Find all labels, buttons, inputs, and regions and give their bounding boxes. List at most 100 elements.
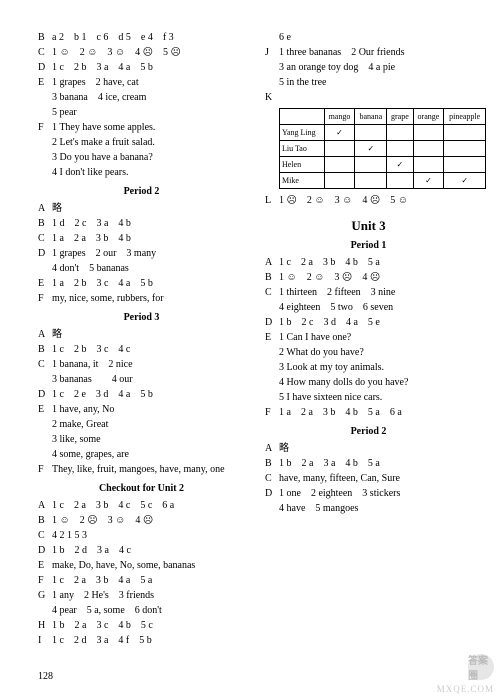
answer-content: 1 d 2 c 3 a 4 b [52, 216, 245, 231]
answer-line: F1 a 2 a 3 b 4 b 5 a 6 a [265, 405, 472, 420]
answer-line: E1 Can I have one? [265, 330, 472, 345]
answer-content: 1 one 2 eighteen 3 stickers [279, 486, 472, 501]
answer-content: 1 have, any, No [52, 402, 245, 417]
table-header: mango [324, 109, 355, 125]
answer-label: B [265, 270, 279, 285]
answer-line-continuation: 4 don't 5 bananas [38, 261, 245, 276]
answer-line: Ba 2 b 1 c 6 d 5 e 4 f 3 [38, 30, 245, 45]
answer-line-continuation: 4 pear 5 a, some 6 don't [38, 603, 245, 618]
answer-label: C [38, 357, 52, 372]
answer-label: B [38, 513, 52, 528]
answer-label: E [38, 75, 52, 90]
answer-content: 1 a 2 a 3 b 4 b 5 a 6 a [279, 405, 472, 420]
answer-content: a 2 b 1 c 6 d 5 e 4 f 3 [52, 30, 245, 45]
table-header: orange [413, 109, 444, 125]
answer-content: 1 b 2 d 3 a 4 c [52, 543, 245, 558]
answer-table: mangobananagrapeorangepineappleYang Ling… [279, 108, 486, 189]
page-content: Ba 2 b 1 c 6 d 5 e 4 f 3C1 ☺ 2 ☺ 3 ☺ 4 ☹… [0, 0, 500, 665]
answer-line: G1 any 2 He's 3 friends [38, 588, 245, 603]
answer-label: F [38, 291, 52, 306]
answer-line: FThey, like, fruit, mangoes, have, many,… [38, 462, 245, 477]
answer-label: E [38, 558, 52, 573]
answer-label: E [38, 402, 52, 417]
answer-line: C1 ☺ 2 ☺ 3 ☺ 4 ☹ 5 ☹ [38, 45, 245, 60]
answer-label: B [265, 456, 279, 471]
table-header: banana [355, 109, 387, 125]
answer-label: C [265, 285, 279, 300]
answer-content: my, nice, some, rubbers, for [52, 291, 245, 306]
answer-content: 1 ☺ 2 ☺ 3 ☹ 4 ☹ [279, 270, 472, 285]
answer-label: D [38, 543, 52, 558]
table-cell [324, 157, 355, 173]
section-heading: Period 1 [265, 240, 472, 251]
answer-line-continuation: 5 pear [38, 105, 245, 120]
answer-label: A [38, 201, 52, 216]
answer-line-continuation: 3 banana 4 ice, cream [38, 90, 245, 105]
answer-content: 1 ☺ 2 ☹ 3 ☺ 4 ☹ [52, 513, 245, 528]
answer-line: E1 have, any, No [38, 402, 245, 417]
section-heading: Period 2 [265, 426, 472, 437]
answer-content: 1 c 2 a 3 b 4 a 5 a [52, 573, 245, 588]
answer-label: D [38, 60, 52, 75]
answer-label: H [38, 618, 52, 633]
answer-line: E1 grapes 2 have, cat [38, 75, 245, 90]
answer-label: A [265, 441, 279, 456]
answer-content: 1 c 2 a 3 b 4 c 5 c 6 a [52, 498, 245, 513]
table-row-label: Helen [280, 157, 325, 173]
page-number: 128 [38, 671, 53, 682]
answer-content: 1 grapes 2 our 3 many [52, 246, 245, 261]
table-cell [413, 125, 444, 141]
answer-content: 1 ☺ 2 ☺ 3 ☺ 4 ☹ 5 ☹ [52, 45, 245, 60]
answer-label: B [38, 216, 52, 231]
answer-line-continuation: 5 in the tree [265, 75, 472, 90]
answer-line-continuation: 4 some, grapes, are [38, 447, 245, 462]
answer-line-continuation: 4 I don't like pears. [38, 165, 245, 180]
answer-line-continuation: 3 Look at my toy animals. [265, 360, 472, 375]
answer-line-continuation: 4 eighteen 5 two 6 seven [265, 300, 472, 315]
answer-content: 4 2 1 5 3 [52, 528, 245, 543]
answer-content: 1 banana, it 2 nice [52, 357, 245, 372]
answer-content: 1 a 2 a 3 b 4 b [52, 231, 245, 246]
answer-label: F [38, 573, 52, 588]
answer-line: F1 c 2 a 3 b 4 a 5 a [38, 573, 245, 588]
answer-line: C4 2 1 5 3 [38, 528, 245, 543]
table-row-label: Mike [280, 173, 325, 189]
section-heading: Checkout for Unit 2 [38, 483, 245, 494]
answer-label: C [265, 471, 279, 486]
watermark-text: MXQE.COM [437, 684, 494, 694]
answer-line-continuation: 3 Do you have a banana? [38, 150, 245, 165]
answer-label: D [38, 246, 52, 261]
answer-content: 略 [52, 201, 245, 216]
answer-label: C [38, 528, 52, 543]
answer-line: B1 b 2 a 3 a 4 b 5 a [265, 456, 472, 471]
watermark-circle: 答案圈 [468, 654, 494, 680]
table-cell [324, 173, 355, 189]
answer-line: D1 b 2 d 3 a 4 c [38, 543, 245, 558]
answer-line: C1 banana, it 2 nice [38, 357, 245, 372]
table-cell [444, 157, 486, 173]
answer-content: 1 b 2 a 3 a 4 b 5 a [279, 456, 472, 471]
answer-line: D1 b 2 c 3 d 4 a 5 e [265, 315, 472, 330]
table-row-label: Yang Ling [280, 125, 325, 141]
answer-line-continuation: 2 make, Great [38, 417, 245, 432]
answer-content: 1 They have some apples. [52, 120, 245, 135]
answer-line: H1 b 2 a 3 c 4 b 5 c [38, 618, 245, 633]
answer-line: D1 c 2 e 3 d 4 a 5 b [38, 387, 245, 402]
table-cell: ✓ [444, 173, 486, 189]
answer-content: 1 thirteen 2 fifteen 3 nine [279, 285, 472, 300]
answer-line: B1 ☺ 2 ☺ 3 ☹ 4 ☹ [265, 270, 472, 285]
table-cell [355, 125, 387, 141]
table-row-label: Liu Tao [280, 141, 325, 157]
answer-label: J [265, 45, 279, 60]
answer-line: I1 c 2 d 3 a 4 f 5 b [38, 633, 245, 648]
table-cell [444, 125, 486, 141]
answer-content: 1 c 2 d 3 a 4 f 5 b [52, 633, 245, 648]
answer-content: 1 c 2 b 3 c 4 c [52, 342, 245, 357]
answer-line-continuation: 2 What do you have? [265, 345, 472, 360]
answer-label: L [265, 193, 279, 208]
answer-line: L1 ☹ 2 ☺ 3 ☺ 4 ☹ 5 ☺ [265, 193, 472, 208]
answer-content: 1 b 2 c 3 d 4 a 5 e [279, 315, 472, 330]
answer-line-continuation: 3 an orange toy dog 4 a pie [265, 60, 472, 75]
answer-content: 1 b 2 a 3 c 4 b 5 c [52, 618, 245, 633]
table-cell [355, 157, 387, 173]
